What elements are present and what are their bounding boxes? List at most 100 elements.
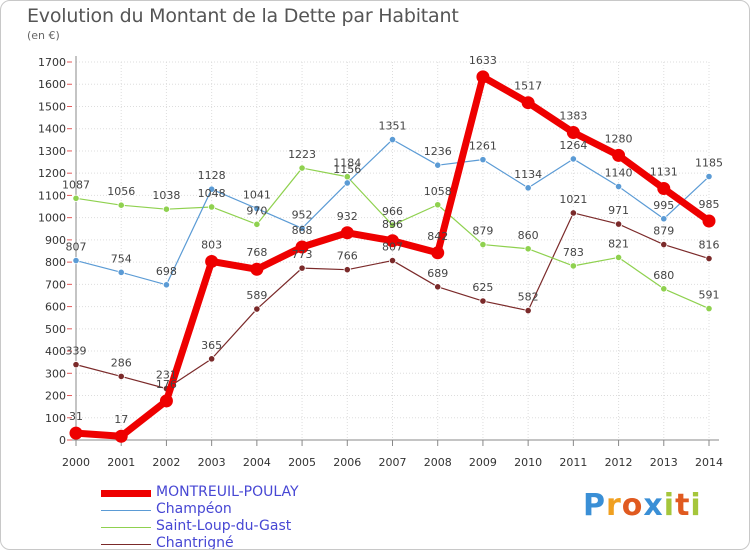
data-point: [476, 70, 490, 84]
logo-letter: P: [583, 488, 606, 523]
data-point: [434, 283, 442, 291]
data-point: [569, 262, 577, 270]
data-label: 932: [337, 210, 358, 223]
data-label: 1156: [333, 163, 361, 176]
data-label: 868: [292, 224, 313, 237]
data-label: 582: [518, 291, 539, 304]
data-label: 698: [156, 265, 177, 278]
data-point: [162, 281, 171, 289]
data-point: [253, 204, 261, 213]
data-label: 680: [653, 269, 674, 282]
data-point: [205, 254, 219, 268]
data-label: 365: [201, 339, 222, 352]
data-point: [117, 268, 125, 276]
data-point: [343, 266, 351, 274]
data-point: [479, 240, 487, 249]
y-tick-label: 800: [45, 256, 66, 269]
data-label: 1140: [605, 167, 633, 180]
data-point: [524, 306, 532, 315]
grid: [75, 61, 710, 441]
logo-letter: i: [663, 488, 676, 523]
data-label: 31: [69, 410, 83, 423]
x-tick-label: 2001: [107, 456, 135, 469]
x-tick-label: 2003: [198, 456, 226, 469]
y-tick-label: 1100: [38, 189, 66, 202]
x-tick-label: 2008: [424, 456, 452, 469]
y-tick-label: 900: [45, 234, 66, 247]
y-axis-ticks: 0 100 200 300 400 500 600 700 800 900 1000 1100 1200…: [38, 56, 72, 447]
logo-letter: i: [690, 488, 702, 523]
data-point: [253, 220, 261, 228]
y-tick-label: 1600: [38, 78, 66, 91]
y-tick-label: 1400: [38, 123, 66, 136]
x-tick-label: 2005: [288, 456, 316, 469]
data-label: 842: [427, 230, 448, 243]
data-point: [388, 221, 397, 229]
chart-title: Evolution du Montant de la Dette par Hab…: [27, 5, 459, 27]
data-point: [612, 148, 626, 162]
data-point: [72, 256, 80, 265]
data-label: 1087: [62, 178, 90, 191]
logo-letter: r: [606, 488, 622, 523]
x-tick-label: 2000: [62, 456, 90, 469]
data-point: [524, 245, 532, 253]
data-point: [657, 182, 671, 196]
data-point: [569, 209, 577, 217]
data-label: 816: [699, 239, 720, 252]
data-point: [298, 224, 306, 232]
data-label: 971: [608, 204, 629, 217]
data-label: 783: [563, 246, 584, 259]
y-tick-label: 1000: [38, 212, 66, 225]
data-point: [253, 305, 261, 313]
y-tick-label: 1500: [38, 100, 66, 113]
data-point: [521, 96, 535, 110]
data-point: [159, 394, 173, 408]
legend-label: Chantrigné: [156, 535, 234, 550]
data-label: 773: [292, 248, 313, 261]
data-label: 1184: [333, 157, 361, 170]
legend-label: Champéon: [156, 501, 232, 517]
x-axis-ticks: 2000 2001 2002 2003 2004 2005 2006 2007 2008 2009…: [62, 440, 723, 469]
data-label: 625: [472, 281, 493, 294]
data-point: [295, 240, 309, 254]
logo-letter: o: [621, 488, 644, 523]
data-label: 966: [382, 205, 403, 218]
data-label: 821: [608, 237, 629, 250]
data-label: 1021: [559, 193, 587, 206]
data-point: [614, 253, 623, 262]
data-point: [69, 426, 83, 440]
data-label: 879: [472, 225, 493, 238]
data-point: [431, 246, 445, 260]
data-label: 1131: [650, 166, 678, 179]
data-point: [162, 205, 171, 213]
data-label: 1058: [424, 185, 452, 198]
data-label: 879: [653, 225, 674, 238]
y-tick-label: 400: [45, 345, 66, 358]
y-tick-label: 200: [45, 390, 66, 403]
x-tick-label: 2011: [559, 456, 587, 469]
data-label: 231: [156, 369, 177, 382]
data-label: 985: [699, 198, 720, 211]
data-point: [208, 203, 216, 211]
data-label: 896: [382, 218, 403, 231]
data-label: 1041: [243, 189, 271, 202]
data-label: 1517: [514, 80, 542, 93]
data-label: 1633: [469, 54, 497, 67]
data-point: [660, 240, 668, 249]
data-label: 1038: [152, 189, 180, 202]
x-tick-label: 2002: [152, 456, 180, 469]
data-label: 1351: [379, 120, 407, 133]
data-point: [660, 215, 668, 223]
data-point: [117, 372, 125, 381]
data-label: 1048: [198, 187, 226, 200]
legend-label: MONTREUIL-POULAY: [156, 484, 299, 500]
x-tick-label: 2013: [650, 456, 678, 469]
data-point: [114, 429, 128, 443]
proxiti-logo: Proxiti: [583, 488, 702, 523]
logo-letter: x: [643, 488, 664, 523]
y-tick-label: 0: [59, 434, 66, 447]
legend-swatch: [101, 509, 151, 511]
data-label: 339: [66, 345, 87, 358]
